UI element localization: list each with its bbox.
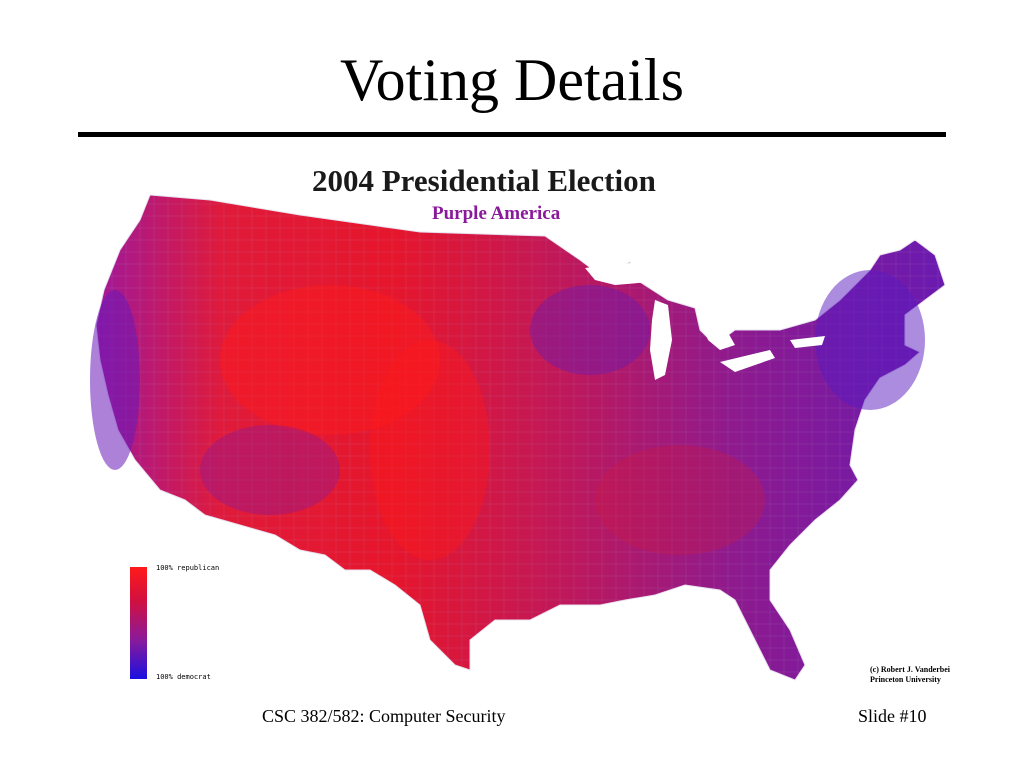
southwest-region <box>200 425 340 515</box>
mountain-west-region <box>220 285 440 435</box>
map-title: 2004 Presidential Election <box>312 163 656 198</box>
upper-midwest-region <box>530 285 650 375</box>
title-divider <box>78 132 946 137</box>
lake-huron <box>700 318 735 350</box>
great-plains-region <box>370 340 490 560</box>
lake-ontario <box>790 336 825 348</box>
map-credit: (c) Robert J. Vanderbei Princeton Univer… <box>870 665 950 685</box>
slide-title: Voting Details <box>340 47 684 113</box>
credit-author: (c) Robert J. Vanderbei <box>870 665 950 674</box>
lake-erie <box>720 350 775 372</box>
northeast-region <box>815 270 925 410</box>
pacific-coast-region <box>90 290 140 470</box>
footer-slide-number: Slide #10 <box>858 706 927 726</box>
south-region <box>595 445 765 555</box>
credit-institution: Princeton University <box>870 675 941 684</box>
map-subtitle: Purple America <box>432 203 561 224</box>
lake-superior <box>585 262 668 285</box>
lake-michigan <box>650 300 672 380</box>
footer-course: CSC 382/582: Computer Security <box>262 706 506 726</box>
legend-max-label: 100% republican <box>156 564 220 572</box>
color-scale-legend <box>130 567 147 679</box>
legend-min-label: 100% democrat <box>156 673 211 681</box>
